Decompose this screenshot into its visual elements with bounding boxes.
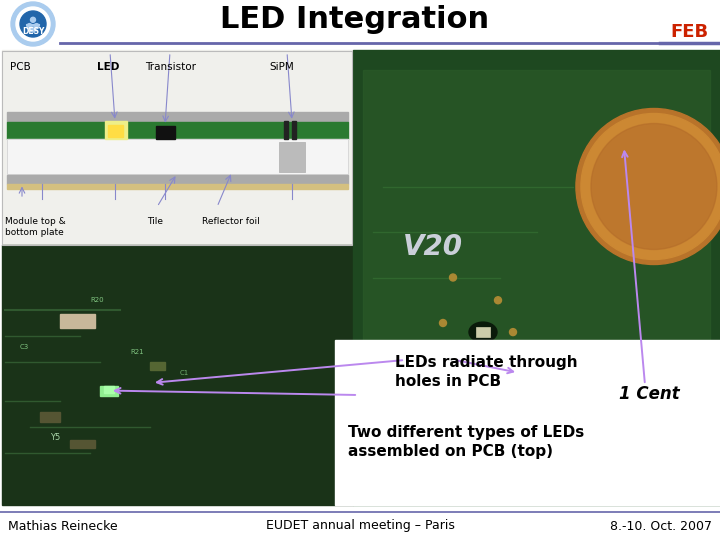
Bar <box>108 125 123 137</box>
Text: Mathias Reinecke: Mathias Reinecke <box>8 519 117 532</box>
Bar <box>40 412 60 422</box>
Circle shape <box>449 274 456 281</box>
Bar <box>156 126 175 139</box>
Circle shape <box>549 374 557 381</box>
Circle shape <box>439 320 446 327</box>
Text: PCB: PCB <box>10 62 31 72</box>
Bar <box>7 184 348 188</box>
Text: Transistor: Transistor <box>145 62 196 72</box>
Text: LED: LED <box>97 62 120 72</box>
Circle shape <box>16 7 50 41</box>
Bar <box>2 245 353 505</box>
Text: SiPM: SiPM <box>269 62 294 72</box>
Text: DESY: DESY <box>22 28 44 37</box>
Bar <box>7 139 348 173</box>
Bar <box>292 120 296 139</box>
Bar <box>353 50 720 505</box>
Text: Y5: Y5 <box>50 433 60 442</box>
Bar <box>7 174 348 184</box>
Text: LED Integration: LED Integration <box>220 5 490 35</box>
Text: C1: C1 <box>180 370 189 376</box>
Bar <box>60 314 95 328</box>
Text: 1 Cent: 1 Cent <box>619 385 680 403</box>
Text: R20: R20 <box>90 297 104 303</box>
Text: R21: R21 <box>130 349 143 355</box>
Bar <box>7 112 348 122</box>
Circle shape <box>495 297 502 303</box>
Text: V20: V20 <box>403 233 463 261</box>
Ellipse shape <box>469 322 497 342</box>
Circle shape <box>27 24 32 29</box>
Circle shape <box>576 109 720 265</box>
Bar <box>100 386 118 396</box>
Bar <box>7 122 348 139</box>
Circle shape <box>510 329 516 335</box>
Bar <box>363 70 710 465</box>
Bar <box>104 386 114 393</box>
Circle shape <box>534 342 541 349</box>
Text: FEB: FEB <box>670 23 708 41</box>
Bar <box>105 120 127 139</box>
Circle shape <box>30 17 35 22</box>
Bar <box>2 51 352 245</box>
Bar <box>7 139 348 173</box>
Bar <box>2 50 353 245</box>
Circle shape <box>11 2 55 46</box>
Text: Module top &
bottom plate: Module top & bottom plate <box>5 217 66 237</box>
Circle shape <box>20 11 46 37</box>
Text: Tile: Tile <box>147 217 163 226</box>
Bar <box>476 327 490 337</box>
Text: Two different types of LEDs
assembled on PCB (top): Two different types of LEDs assembled on… <box>348 425 584 459</box>
Bar <box>335 340 720 505</box>
Circle shape <box>30 27 35 32</box>
Circle shape <box>34 24 39 29</box>
Text: Reflector foil: Reflector foil <box>202 217 260 226</box>
Bar <box>70 440 95 448</box>
Bar <box>284 120 288 139</box>
Text: C3: C3 <box>20 344 30 350</box>
Circle shape <box>517 375 523 381</box>
Circle shape <box>591 124 717 249</box>
Bar <box>279 141 305 172</box>
Bar <box>353 50 720 505</box>
Text: 8.-10. Oct. 2007: 8.-10. Oct. 2007 <box>610 519 712 532</box>
Text: EUDET annual meeting – Paris: EUDET annual meeting – Paris <box>266 519 454 532</box>
Circle shape <box>581 113 720 260</box>
Bar <box>511 373 527 383</box>
Text: LEDs radiate through
holes in PCB: LEDs radiate through holes in PCB <box>395 355 577 389</box>
Ellipse shape <box>503 367 533 389</box>
Bar <box>150 362 165 370</box>
